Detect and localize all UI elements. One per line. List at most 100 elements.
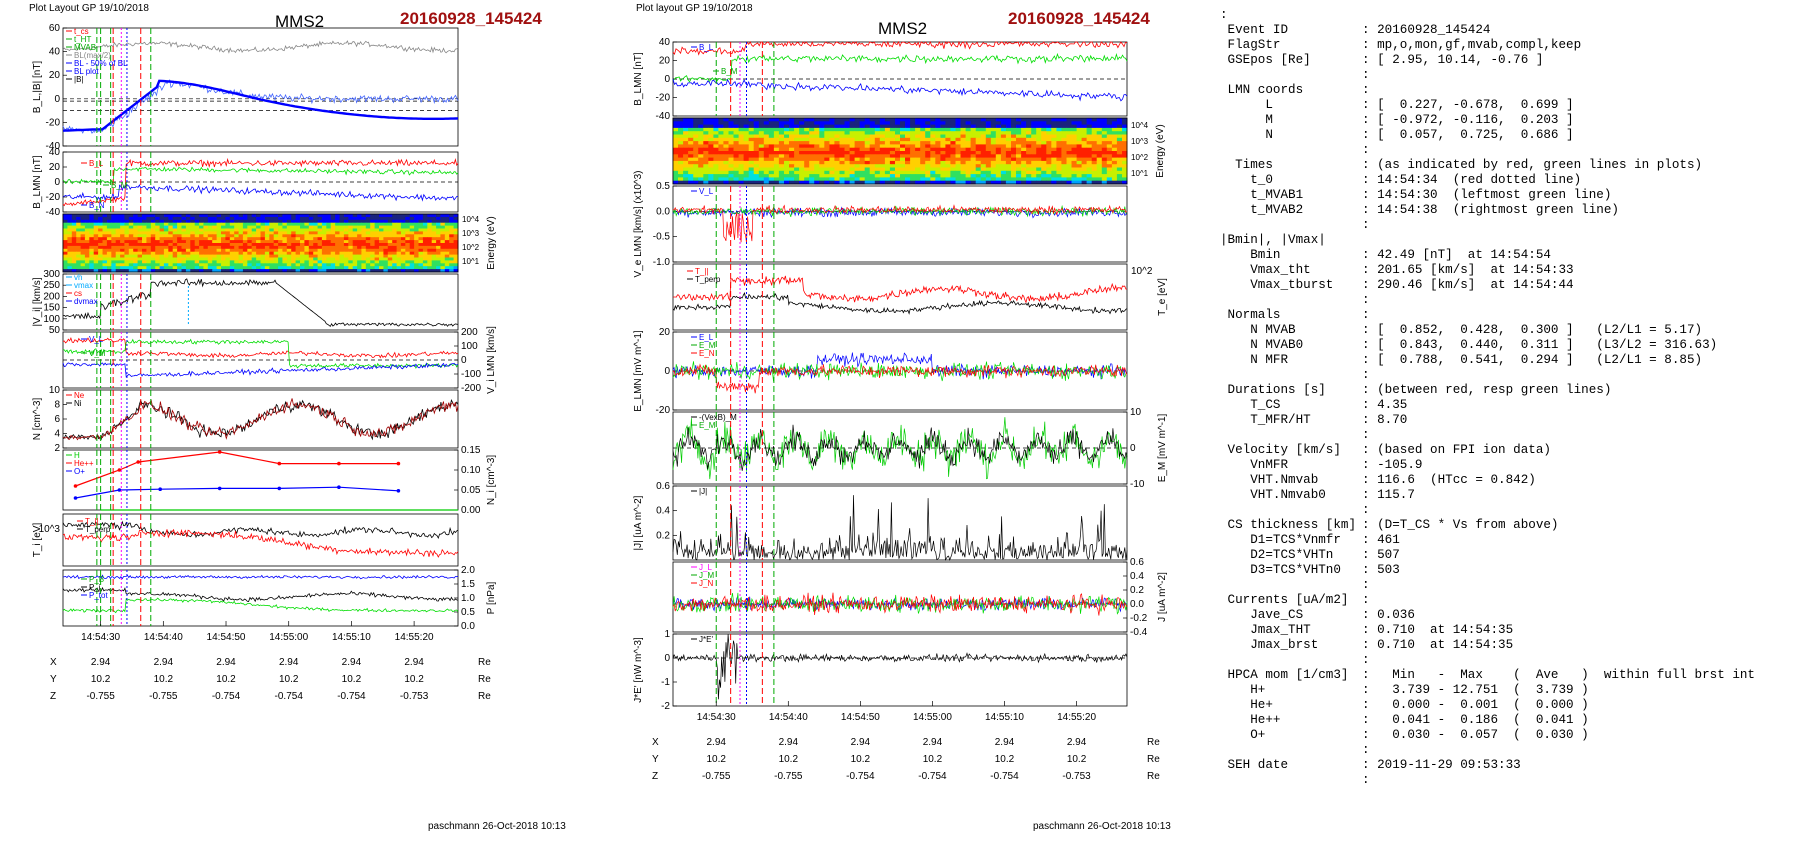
y-tick-label: 0.5 [461, 607, 475, 618]
spectrogram-cell [291, 266, 297, 270]
spectrogram-cell [1071, 144, 1077, 149]
spectrogram-cell [300, 269, 305, 273]
spectrogram-cell [396, 263, 402, 267]
spectrogram-cell [225, 231, 231, 235]
spectrogram-cell [743, 147, 750, 152]
spectrogram-cell [422, 243, 428, 247]
left-Ti-panel: 10^3T_i [eV]T_||T_perp [32, 513, 459, 567]
spectrogram-cell [693, 141, 699, 145]
spectrogram-cell [392, 251, 398, 256]
spectrogram-cell [990, 124, 997, 129]
summary-row: Bmin: 42.49 [nT] at 14:54:54 [1220, 248, 1804, 263]
spectrogram-cell [374, 245, 380, 250]
legend-label: t_HT [74, 35, 91, 44]
spectrogram-cell [339, 214, 345, 218]
spectrogram-cell [80, 222, 86, 227]
spectrogram-cell [181, 266, 187, 270]
summary-row: |Bmin|, |Vmax| [1220, 233, 1804, 248]
spectrogram-cell [444, 254, 450, 258]
spectrogram-cell [849, 121, 856, 126]
spectrogram-cell [945, 154, 951, 159]
spectrogram-cell [427, 219, 433, 224]
spectrogram-cell [124, 245, 130, 250]
spectrogram-cell [422, 266, 428, 270]
spectrogram-cell [84, 269, 90, 273]
spectrogram-cell [1111, 127, 1118, 132]
series-BM [62, 166, 459, 185]
spectrogram-cell [278, 234, 283, 238]
spectrogram-cell [713, 177, 719, 182]
spectrogram-cell [975, 154, 982, 159]
spectrogram-cell [409, 214, 415, 218]
spectrogram-cell [405, 263, 411, 267]
summary-key: Jmax_THT [1220, 623, 1311, 637]
spectrogram-cell [1061, 121, 1067, 126]
spectrogram-cell [955, 118, 961, 122]
spectrogram-cell [286, 222, 292, 227]
spectrogram-cell [1086, 124, 1093, 129]
spectrogram-cell [414, 266, 419, 270]
spectrogram-cell [343, 216, 349, 221]
spectrogram-cell [339, 269, 345, 273]
spectrogram-cell [910, 137, 916, 142]
spectrogram-cell [708, 180, 714, 185]
spectrogram-cell [242, 234, 248, 238]
spectrogram-cell [980, 131, 987, 135]
summary-key: Vmax_tburst [1220, 278, 1334, 292]
spectrogram-cell [374, 248, 380, 253]
spectrogram-cell [440, 257, 446, 261]
spectrogram-cell [326, 254, 332, 258]
spectrogram-cell [326, 269, 332, 273]
spectrogram-cell [859, 131, 866, 135]
summary-key: |Bmin|, |Vmax| [1220, 233, 1326, 247]
spectrogram-cell [975, 160, 982, 165]
spectrogram-cell [1096, 144, 1103, 149]
spectrogram-cell [990, 164, 997, 168]
spectrogram-cell [1091, 167, 1098, 172]
spectrogram-cell [698, 121, 704, 126]
spectrogram-cell [1122, 160, 1128, 165]
spectrogram-cell [738, 147, 745, 152]
spectrogram-cell [874, 137, 881, 142]
spectrogram-cell [234, 243, 240, 247]
spectrogram-cell [84, 234, 90, 238]
spectrogram-cell [326, 248, 332, 253]
spectrogram-cell [794, 174, 800, 178]
spectrogram-cell [930, 151, 936, 155]
spectrogram-cell [1106, 151, 1113, 155]
spectrogram-cell [335, 222, 340, 227]
spectrogram-cell [748, 164, 755, 168]
spectrogram-cell [150, 219, 156, 224]
spectrogram-cell [453, 266, 459, 270]
spectrogram-cell [920, 167, 926, 172]
spectrogram-cell [854, 157, 861, 162]
spectrogram-cell [379, 269, 384, 273]
spectrogram-cell [264, 245, 270, 250]
spectrogram-cell [743, 137, 750, 142]
ephemeris-unit: Re [478, 657, 491, 668]
spectrogram-cell [1005, 154, 1012, 159]
spectrogram-cell [260, 269, 266, 273]
spectrogram-cell [698, 144, 704, 149]
summary-key: O+ [1220, 728, 1266, 742]
spectrogram-cell [234, 228, 240, 232]
spectrogram-cell [418, 240, 424, 244]
spectrogram-cell [1011, 170, 1017, 175]
spectrogram-cell [207, 216, 213, 221]
spectrogram-cell [365, 234, 371, 238]
spectrogram-cell [405, 240, 411, 244]
spectrogram-cell [339, 240, 345, 244]
spectrogram-cell [229, 214, 235, 218]
spectrogram-cell [794, 121, 800, 126]
spectrogram-cell [738, 141, 745, 145]
legend-label: E_M [699, 421, 716, 430]
spectrogram-cell [763, 160, 770, 165]
spectrogram-cell [1031, 127, 1037, 132]
spectrogram-cell [242, 251, 248, 256]
spectrogram-cell [444, 248, 450, 253]
summary-value: : Min - Max ( Ave ) within full brst int [1362, 668, 1755, 682]
spectrogram-cell [71, 219, 77, 224]
spectrogram-cell [960, 144, 966, 149]
spectrogram-cell [985, 141, 992, 145]
summary-key [1220, 503, 1362, 518]
